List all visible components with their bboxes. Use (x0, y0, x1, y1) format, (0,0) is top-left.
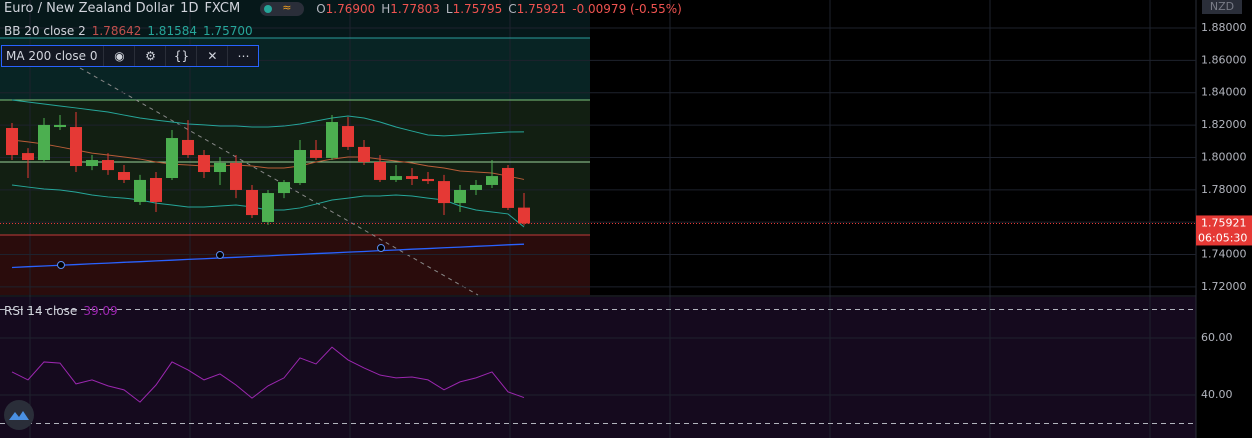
y-tick-label: 1.78000 (1201, 183, 1247, 196)
rsi-line (11, 346, 525, 403)
ohlc-item: O1.76900 (316, 2, 375, 16)
candle-body (422, 178, 434, 182)
ohlc-item: C1.75921 (508, 2, 566, 16)
candle-body (6, 128, 18, 156)
candle-body (310, 150, 322, 158)
y-tick-label: 40.00 (1201, 388, 1233, 401)
candle-body (294, 150, 306, 184)
remove-button[interactable]: ✕ (196, 46, 227, 66)
anchor[interactable] (57, 261, 65, 269)
ohlc-item: L1.75795 (446, 2, 502, 16)
ohlc: O1.76900 H1.77803 L1.75795 C1.75921 (316, 2, 566, 16)
logo-icon (9, 411, 29, 420)
currency-box (1202, 0, 1242, 14)
candle-body (166, 138, 178, 179)
candle-body (38, 124, 50, 161)
candle-body (278, 182, 290, 194)
candle-body (134, 179, 146, 202)
candle-body (518, 207, 530, 224)
candle-body (214, 162, 226, 173)
price-tag (1196, 215, 1252, 246)
candle-body (454, 189, 466, 204)
rsi-background (0, 297, 1196, 438)
ma-label: MA 200 close 0 (6, 49, 98, 63)
y-tick-label: 1.88000 (1201, 21, 1247, 34)
anchor[interactable] (377, 244, 385, 252)
candle-body (438, 181, 450, 204)
rsi-label: RSI 14 close (4, 304, 78, 318)
ma-line (11, 243, 525, 269)
exchange: FXCM (204, 1, 241, 16)
status-pill[interactable]: ≈ (260, 1, 305, 16)
candle-body (182, 139, 194, 156)
bb-basis (11, 139, 525, 180)
candle-body (150, 178, 162, 202)
price-tag-label: 1.75921 (1201, 216, 1247, 229)
bb-upper (11, 99, 525, 137)
candle-body (118, 172, 130, 180)
bb-label: BB 20 close 2 (4, 24, 86, 38)
y-tick-label: 1.86000 (1201, 53, 1247, 66)
symbol-header: Euro / New Zealand Dollar 1D FXCM ≈ O1.7… (4, 1, 682, 17)
candle-body (374, 161, 386, 180)
candle-body (22, 153, 34, 161)
candle-body (342, 126, 354, 147)
candle-body (70, 127, 82, 167)
y-tick-label: 1.80000 (1201, 150, 1247, 163)
candle-body (198, 155, 210, 173)
candle-body (326, 122, 338, 158)
candle-body (390, 176, 402, 180)
candle-body (358, 146, 370, 162)
interval: 1D (180, 1, 199, 16)
symbol: Euro / New Zealand Dollar (4, 1, 175, 16)
ohlc-key: L (445, 1, 453, 16)
candle-body (54, 124, 66, 128)
ohlc-value: 1.75921 (516, 1, 567, 16)
currency: NZD (1210, 0, 1234, 13)
candle-body (470, 184, 482, 190)
logo[interactable] (4, 400, 34, 430)
zone (0, 235, 590, 295)
change: -0.00979 (-0.55%) (572, 1, 682, 16)
y-tick-label: 1.84000 (1201, 86, 1247, 99)
v-grid (29, 0, 1151, 438)
eye-button[interactable]: ◉ (103, 46, 134, 66)
ohlc-value: 1.76900 (325, 1, 376, 16)
ma-legend[interactable]: MA 200 close 0 ◉ ⚙{} ✕ ⋯ (1, 45, 260, 67)
ohlc-item: H1.77803 (381, 2, 440, 16)
rsi-value: 39.09 (83, 304, 118, 318)
bb-value: 1.81584 (147, 24, 197, 38)
rsi-legend: RSI 14 close 39.09 (4, 304, 118, 318)
bb-value: 1.75700 (202, 24, 253, 38)
candle-body (86, 160, 98, 167)
ohlc-value: 1.75795 (452, 1, 503, 16)
y-tick-label: 1.74000 (1201, 248, 1247, 261)
ohlc-value: 1.77803 (390, 1, 440, 16)
y-tick-label: 60.00 (1201, 331, 1233, 344)
candle-body (246, 189, 258, 216)
candle-body (230, 162, 242, 190)
more-button[interactable]: ⋯ (227, 46, 258, 66)
ohlc-key: H (381, 1, 391, 16)
ohlc-key: O (316, 1, 326, 16)
candle-body (406, 176, 418, 179)
y-tick-label: 1.72000 (1201, 280, 1247, 293)
candle-body (486, 176, 498, 185)
y-tick-label: 1.82000 (1201, 118, 1247, 131)
anchor[interactable] (216, 251, 224, 259)
candle-body (262, 193, 274, 223)
countdown: 06:05:30 (1198, 231, 1247, 244)
bb-value: 1.78642 (91, 24, 142, 38)
candle-body (502, 167, 514, 208)
settings-button[interactable]: ⚙ (134, 46, 165, 66)
bb-legend: BB 20 close 2 1.78642 1.81584 1.75700 (4, 24, 253, 38)
candle-body (102, 160, 114, 171)
source-button[interactable]: {} (165, 46, 196, 66)
ohlc-key: C (508, 1, 517, 16)
